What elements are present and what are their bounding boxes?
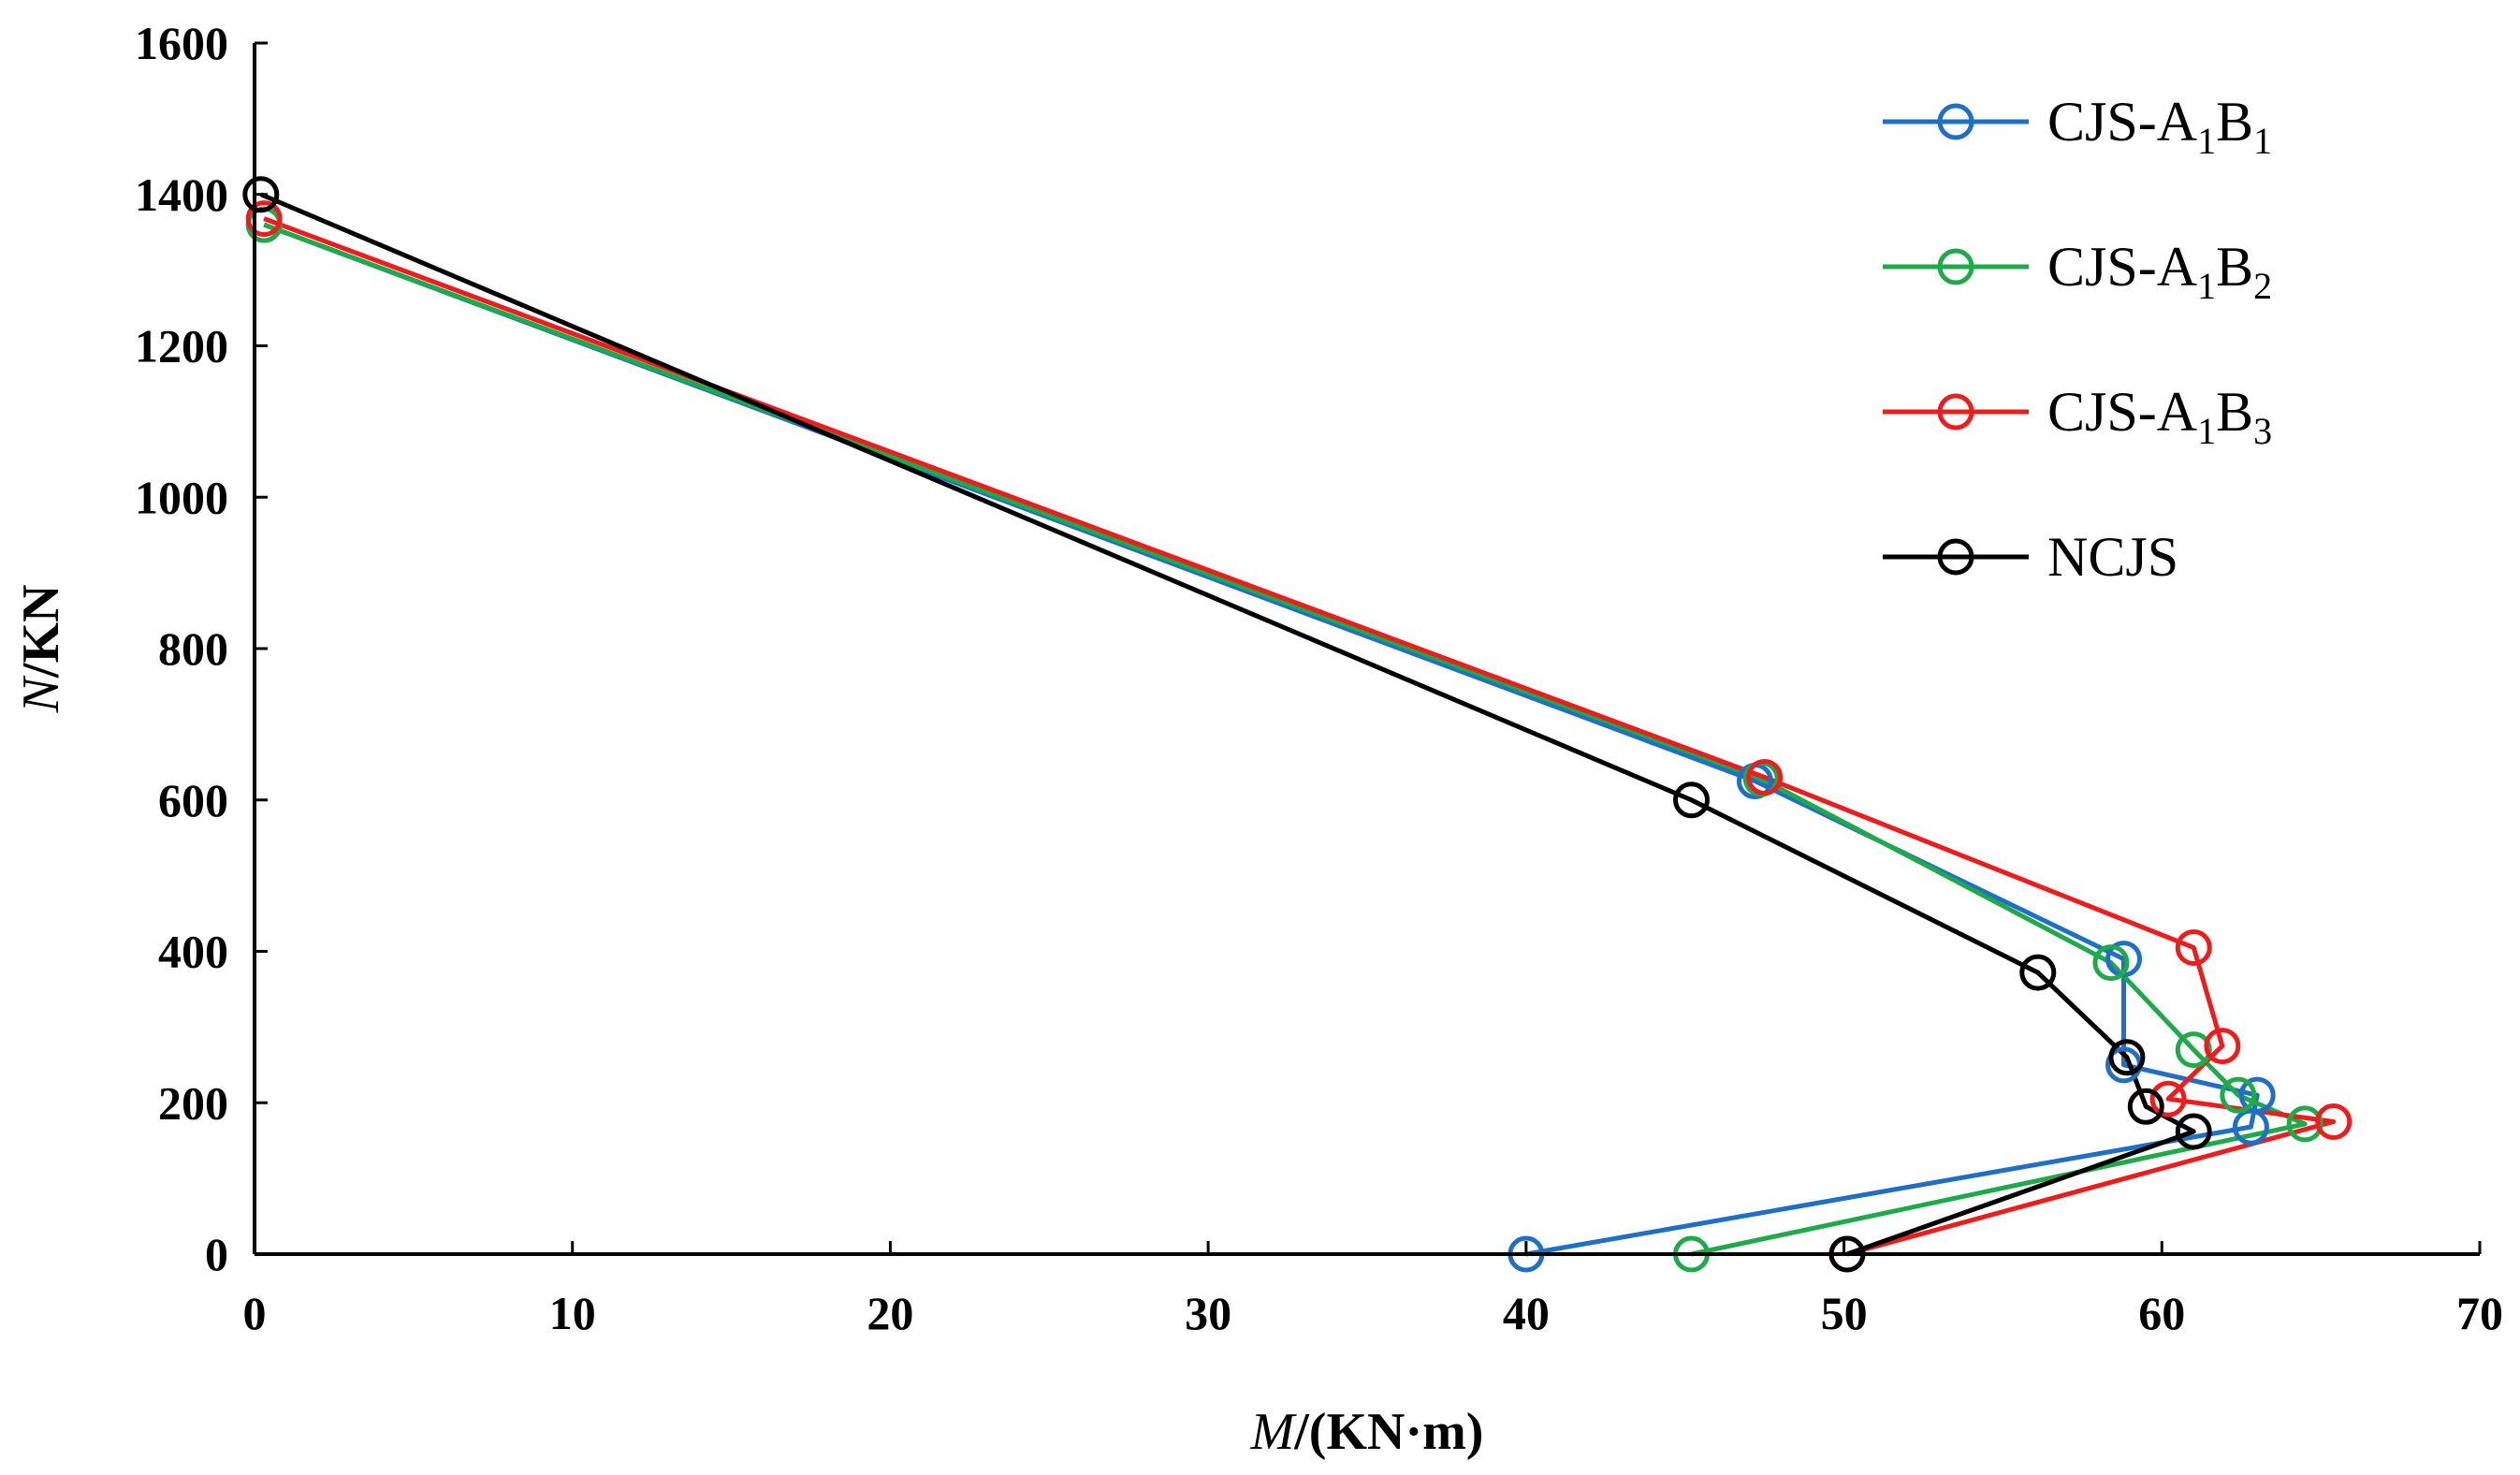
data-point-cjs-a1b3 [2204, 1028, 2241, 1065]
y-tick-label: 200 [158, 1076, 228, 1129]
series-line-cjs-a1b3 [263, 216, 2337, 1257]
legend-item-cjs-a1b3: CJS-A1B3 [1883, 381, 2272, 452]
y-tick-label: 800 [158, 622, 228, 675]
series-line-cjs-a1b1 [263, 222, 2260, 1257]
legend-marker-cjs-a1b2 [1937, 248, 1974, 285]
y-tick-label: 1000 [135, 471, 228, 523]
data-point-cjs-a1b2 [2286, 1105, 2323, 1143]
x-tick-label: 60 [2138, 1287, 2185, 1339]
legend-marker-cjs-a1b3 [1937, 393, 1974, 431]
y-ticks: 0 200 400 600 800 1000 1200 1400 1600 [135, 17, 268, 1280]
data-point-ncjs [2127, 1088, 2164, 1125]
series-line-ncjs [259, 192, 2196, 1257]
data-point-cjs-a1b1 [2232, 1108, 2269, 1146]
y-tick-label: 400 [158, 926, 228, 978]
x-tick-label: 20 [867, 1287, 913, 1339]
x-axis-title: M/(KN·m) [1250, 1403, 1484, 1461]
legend-label-ncjs: NCJS [2047, 526, 2178, 588]
data-point-cjs-a1b2 [2092, 944, 2130, 982]
data-point-cjs-a1b3 [1746, 758, 1784, 796]
x-tick-label: 10 [549, 1287, 596, 1339]
x-axis-title-symbol: M [1250, 1403, 1298, 1461]
legend-item-cjs-a1b1: CJS-A1B1 [1883, 91, 2272, 162]
data-point-ncjs [2175, 1113, 2212, 1150]
data-point-cjs-a1b3 [2175, 928, 2212, 966]
x-ticks: 0 10 20 30 40 50 60 70 [243, 1241, 2503, 1339]
y-tick-label: 0 [205, 1228, 228, 1280]
data-point-ncjs [2108, 1039, 2146, 1076]
y-axis-title-unit: /KN [12, 585, 70, 679]
legend-marker-ncjs [1937, 538, 1974, 576]
data-point-cjs-a1b3 [245, 200, 283, 238]
data-point-ncjs [2019, 954, 2057, 991]
x-tick-label: 0 [243, 1287, 267, 1339]
data-point-cjs-a1b3 [2149, 1080, 2187, 1117]
y-axis-title-symbol: N [12, 675, 70, 713]
x-tick-label: 30 [1185, 1287, 1231, 1339]
legend-label-cjs-a1b3: CJS-A1B3 [2047, 381, 2272, 452]
x-tick-label: 70 [2456, 1287, 2503, 1339]
legend-label-cjs-a1b1: CJS-A1B1 [2047, 91, 2272, 162]
y-tick-label: 1600 [135, 17, 228, 69]
legend-item-cjs-a1b2: CJS-A1B2 [1883, 236, 2272, 307]
x-axis-title-unit: /(KN·m) [1293, 1403, 1483, 1461]
legend-marker-cjs-a1b1 [1937, 103, 1974, 140]
plot-lines [259, 192, 2337, 1257]
data-point-cjs-a1b2 [2220, 1076, 2257, 1114]
y-axis-title: N/KN [12, 585, 70, 714]
data-point-ncjs [1673, 781, 1711, 819]
legend: CJS-A1B1 CJS-A1B2 CJS-A1B3 NCJS [1883, 91, 2272, 588]
data-point-cjs-a1b2 [2175, 1031, 2212, 1069]
legend-label-cjs-a1b2: CJS-A1B2 [2047, 236, 2272, 307]
y-tick-label: 1200 [135, 320, 228, 372]
x-tick-label: 40 [1503, 1287, 1550, 1339]
legend-item-ncjs: NCJS [1883, 526, 2178, 588]
x-tick-label: 50 [1821, 1287, 1868, 1339]
series-line-cjs-a1b2 [263, 222, 2308, 1257]
data-point-ncjs [242, 176, 280, 213]
y-tick-label: 1400 [135, 168, 228, 221]
y-tick-label: 600 [158, 774, 228, 826]
data-point-cjs-a1b3 [2315, 1103, 2352, 1140]
